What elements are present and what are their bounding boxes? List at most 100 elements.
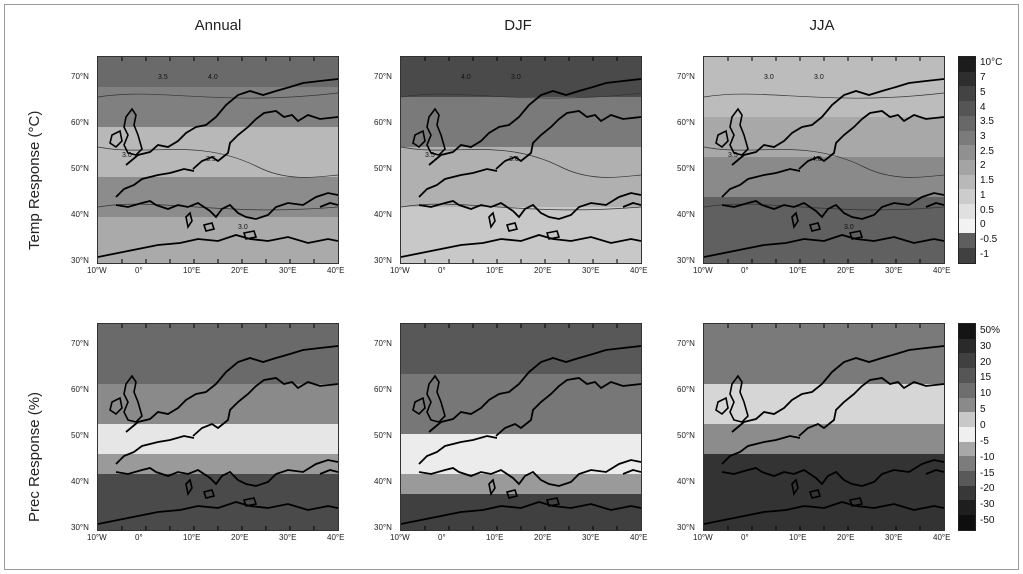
prec-map-jja-coastline	[721, 459, 944, 487]
prec-map-jja-band-0	[704, 324, 944, 384]
cbar-prec-segment	[959, 368, 975, 383]
prec-map-djf-coastline	[401, 501, 641, 525]
cbar-temp-label: 5	[980, 86, 986, 98]
prec-map-jja-coastline	[721, 435, 801, 465]
prec-map-annual	[97, 323, 339, 531]
prec-map-jja-coastline	[925, 469, 944, 475]
temp-map-annual-contour-0	[98, 92, 338, 99]
prec-map-jja-band-3	[704, 454, 944, 530]
cbar-prec-segment	[959, 441, 975, 457]
temp-map-jja-coastline	[798, 110, 944, 170]
lon-tick-label: 0°	[741, 266, 749, 275]
lat-tick-label: 30°N	[71, 523, 89, 532]
column-title-annual: Annual	[194, 17, 242, 34]
cbar-prec-segment	[959, 456, 975, 472]
prec-map-jja-island	[848, 497, 864, 507]
lat-tick-label: 40°N	[374, 477, 392, 486]
lon-tick-label: 10°E	[789, 533, 807, 542]
cbar-prec-segment	[959, 500, 975, 516]
prec-map-annual-band-3	[98, 454, 338, 474]
lat-tick-label: 50°N	[71, 431, 89, 440]
lat-tick-label: 30°N	[677, 523, 695, 532]
lat-tick-label: 60°N	[71, 118, 89, 127]
lat-tick-label: 70°N	[677, 72, 695, 81]
cbar-prec-label: -50	[980, 515, 995, 527]
row-label-temp: Temp Response (°C)	[26, 110, 43, 250]
lon-tick-label: 30°E	[885, 266, 903, 275]
cbar-temp-label: 4	[980, 101, 986, 113]
lat-tick-label: 30°N	[374, 523, 392, 532]
lon-tick-label: 10°W	[87, 266, 107, 275]
temp-map-djf-contour-0	[401, 92, 641, 99]
prec-map-djf-coastline	[418, 459, 641, 487]
column-title-djf: DJF	[504, 17, 532, 34]
cbar-prec-label: 5	[980, 404, 986, 416]
cbar-temp-segment	[959, 71, 975, 87]
temp-map-djf-island	[488, 211, 496, 230]
lon-tick-label: 0°	[741, 533, 749, 542]
temp-map-jja-coastline	[721, 192, 944, 220]
prec-map-djf-band-0	[401, 324, 641, 374]
temp-map-jja-contour-2	[704, 203, 944, 211]
prec-map-annual-svg	[98, 324, 338, 530]
temp-map-annual-contour-label: 4.0	[208, 74, 218, 81]
prec-map-annual-coastline	[319, 469, 338, 475]
lat-tick-label: 60°N	[677, 118, 695, 127]
lat-tick-label: 40°N	[677, 477, 695, 486]
temp-map-annual-svg: 3.5 4.0 3.0 3.5 3.0	[98, 57, 338, 263]
temp-colorbar	[958, 56, 976, 264]
cbar-temp-segment	[959, 101, 975, 116]
prec-map-djf-island	[545, 497, 561, 507]
temp-map-jja-coastline	[704, 234, 944, 258]
temp-map-jja-contour-label: 3.0	[814, 74, 824, 81]
temp-map-annual-band-0	[98, 57, 338, 87]
lon-tick-label: 0°	[438, 266, 446, 275]
prec-map-djf-island	[488, 478, 496, 497]
temp-map-djf-band-2	[401, 147, 641, 207]
cbar-temp-label: -0.5	[980, 233, 998, 245]
temp-map-djf-band-3	[401, 207, 641, 263]
lon-tick-label: 0°	[135, 266, 143, 275]
prec-map-annual-coastline	[125, 345, 338, 433]
temp-map-annual-contour-2	[98, 203, 338, 211]
cbar-prec-segment	[959, 397, 975, 413]
lon-tick-label: 30°E	[582, 266, 600, 275]
temp-map-annual-coastline	[319, 202, 338, 208]
cbar-prec-segment	[959, 324, 975, 339]
lon-tick-label: 10°W	[693, 266, 713, 275]
prec-map-jja-island	[791, 478, 799, 497]
temp-map-annual-island	[123, 107, 143, 156]
column-title-jja: JJA	[809, 17, 835, 34]
prec-map-jja-svg	[704, 324, 944, 530]
lon-tick-label: 40°E	[327, 533, 345, 542]
temp-map-djf-contour-1	[401, 146, 641, 178]
temp-map-djf-coastline	[418, 192, 641, 220]
prec-map-annual-island	[185, 478, 193, 497]
lon-tick-label: 10°W	[693, 533, 713, 542]
lon-tick-label: 20°E	[837, 266, 855, 275]
lon-tick-label: 40°E	[630, 266, 648, 275]
cbar-temp-label: 2	[980, 160, 986, 172]
temp-map-djf-coastline	[401, 234, 641, 258]
cbar-temp-segment	[959, 233, 975, 249]
lat-tick-label: 40°N	[374, 210, 392, 219]
temp-map-annual-contour-label: 3.0	[122, 152, 132, 159]
temp-map-jja-band-0	[704, 57, 944, 117]
temp-map-annual-island	[202, 222, 216, 232]
prec-map-djf-band-3	[401, 474, 641, 494]
temp-map-djf-coastline	[622, 202, 641, 208]
lon-tick-label: 20°E	[231, 533, 249, 542]
cbar-prec-segment	[959, 353, 975, 369]
cbar-temp-label: -1	[980, 248, 989, 260]
prec-map-jja-island	[729, 374, 749, 423]
cbar-temp-segment	[959, 174, 975, 190]
temp-map-djf-contour-label: 3.5	[425, 152, 435, 159]
temp-map-jja-contour-0	[704, 92, 944, 99]
temp-map-jja-coastline	[925, 202, 944, 208]
prec-map-djf-coastline	[495, 377, 641, 437]
lon-tick-label: 10°W	[390, 533, 410, 542]
temp-map-annual: 3.5 4.0 3.0 3.5 3.0	[97, 56, 339, 264]
cbar-prec-label: -5	[980, 435, 989, 447]
cbar-prec-label: 20	[980, 356, 992, 368]
temp-map-jja-island	[715, 129, 729, 149]
